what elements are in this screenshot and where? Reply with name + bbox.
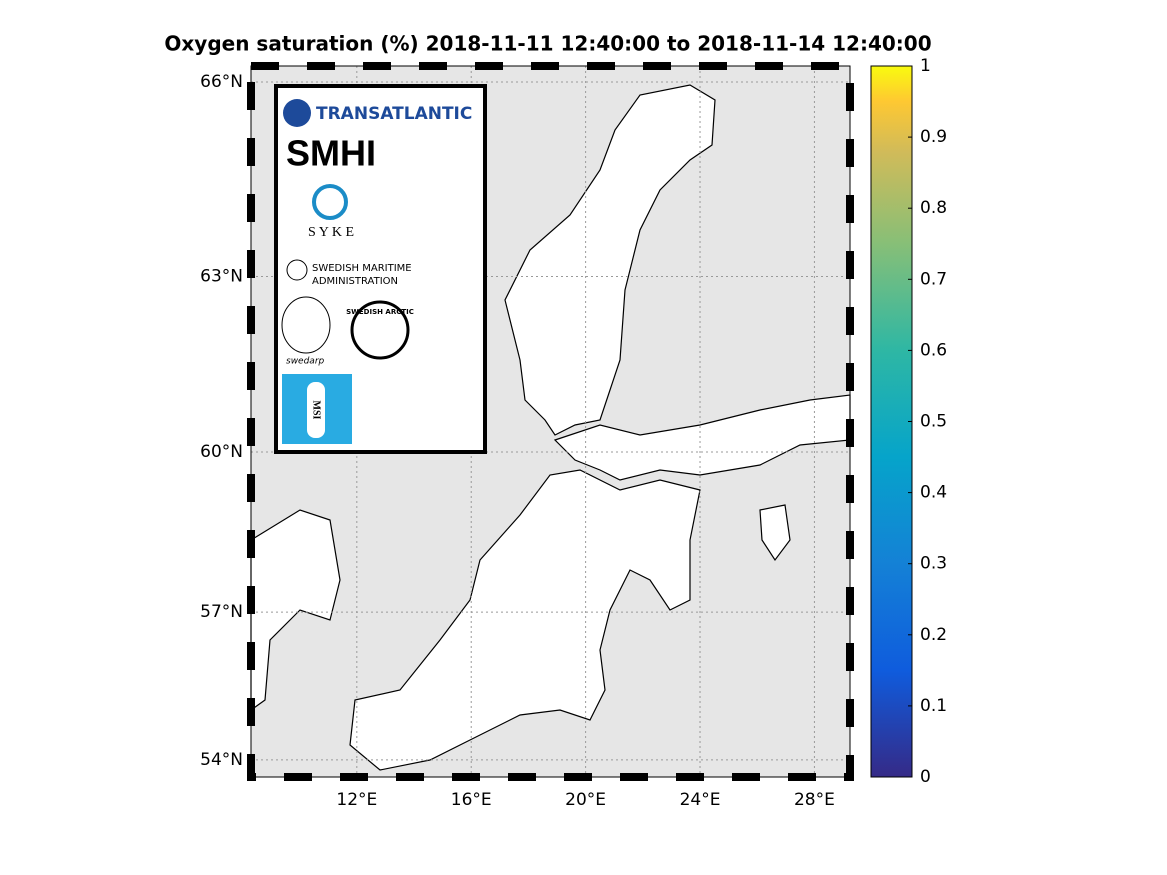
logo-text: MSI: [311, 401, 322, 420]
logo-panel: TRANSATLANTIC SMHI S Y K E SWEDISH MARIT…: [274, 84, 487, 454]
colorbar-tick-label: 0.6: [920, 340, 947, 360]
colorbar-tick-label: 0.3: [920, 554, 947, 574]
logo-box: [274, 84, 487, 454]
map-border: [250, 65, 851, 778]
colorbar-tick-label: 1: [920, 56, 931, 76]
logo-text: SMHI: [286, 133, 376, 174]
colorbar-tick-label: 0.4: [920, 483, 947, 503]
logo-icon: [350, 300, 410, 360]
lon-tick-label: 20°E: [565, 790, 606, 810]
lat-tick-label: 63°N: [200, 267, 243, 287]
logo-icon: [286, 259, 308, 281]
colorbar-tick-label: 0.7: [920, 269, 947, 289]
sea: [250, 84, 851, 771]
lon-tick-label: 28°E: [794, 790, 835, 810]
lat-tick-label: 66°N: [200, 72, 243, 92]
logo-text: TRANSATLANTIC: [316, 104, 472, 124]
lon-tick-label: 16°E: [451, 790, 492, 810]
lat-tick-label: 54°N: [200, 750, 243, 770]
logo-text: ADMINISTRATION: [312, 276, 398, 287]
colorbar-tick-label: 0.1: [920, 696, 947, 716]
logo-text: swedarp: [286, 357, 325, 367]
logo-text: SWEDISH ARCTIC: [346, 308, 414, 316]
colorbar-tick-label: 0.5: [920, 412, 947, 432]
logo-icon: [283, 99, 311, 127]
logo-icon: [281, 296, 331, 354]
lon-tick-label: 12°E: [336, 790, 377, 810]
colorbar-tick-label: 0.2: [920, 625, 947, 645]
lon-tick-label: 24°E: [680, 790, 721, 810]
title: Oxygen saturation (%) 2018-11-11 12:40:0…: [164, 32, 931, 56]
logo-text: SWEDISH MARITIME: [312, 263, 412, 274]
logo-icon: [312, 184, 348, 220]
colorbar: [870, 65, 913, 778]
logo-text: S Y K E: [308, 225, 354, 240]
colorbar-tick-label: 0: [920, 767, 931, 787]
colorbar-tick-label: 0.9: [920, 127, 947, 147]
lat-tick-label: 60°N: [200, 442, 243, 462]
logo-icon: [307, 382, 325, 438]
lat-tick-label: 57°N: [200, 602, 243, 622]
colorbar-tick-label: 0.8: [920, 198, 947, 218]
